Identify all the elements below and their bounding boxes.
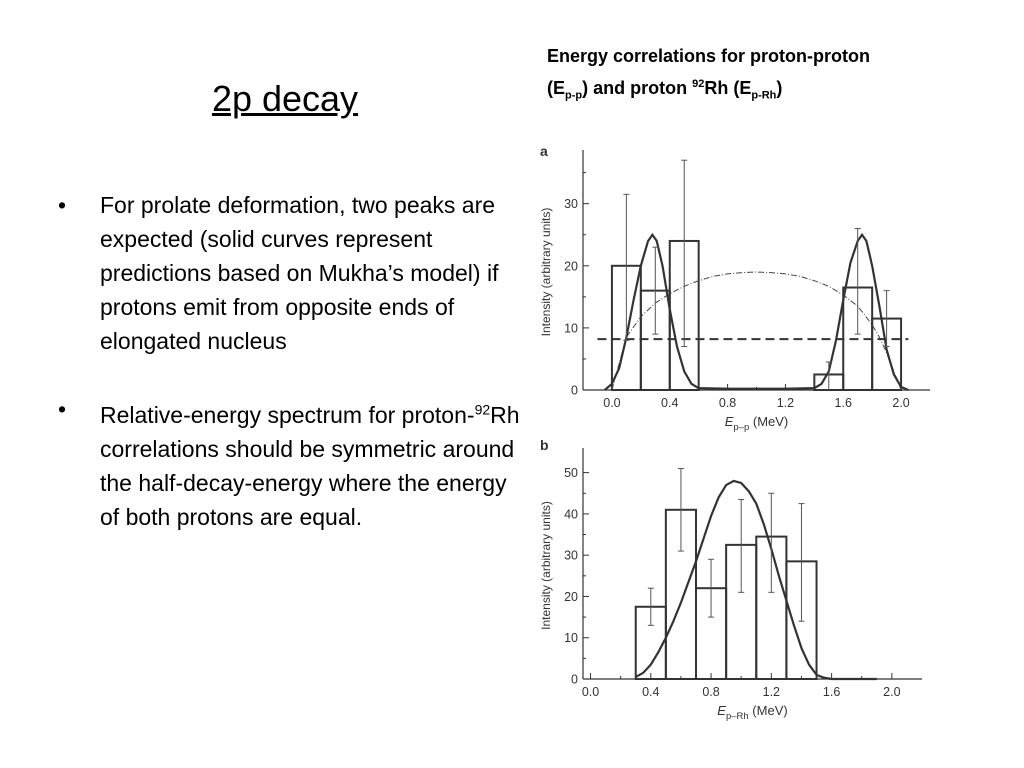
panel-label: b: [540, 437, 549, 453]
y-tick-label: 20: [564, 259, 578, 273]
x-tick-label: 0.0: [582, 685, 599, 699]
chart-panel-a: a 0.0 0.4 0.8 1.2 1.6 2.0 0 10 20 30 Intensity (arb…: [539, 143, 930, 433]
x-tick-label: 1.6: [835, 396, 852, 410]
slide-title: 2p decay: [211, 78, 359, 119]
y-axis-label: Intensity (arbitrary units): [539, 208, 553, 337]
y-tick-label: 40: [564, 507, 578, 521]
x-axis-label: Ep–Rh (MeV): [717, 703, 787, 722]
bullet-list: • For prolate deformation, two peaks are…: [58, 188, 520, 568]
model-curve: [635, 479, 877, 681]
caption-line-2: (Ep-p) and proton 92Rh (Ep-Rh): [547, 78, 783, 102]
caption-line-1: Energy correlations for proton-proton: [547, 46, 871, 66]
x-tick-label: 2.0: [883, 685, 900, 699]
y-tick-label: 0: [571, 384, 578, 398]
figure-caption: Energy correlations for proton-proton (E…: [547, 42, 1007, 110]
y-tick-label: 0: [571, 673, 578, 687]
y-tick-label: 50: [564, 466, 578, 480]
y-tick-label: 20: [564, 590, 578, 604]
bullet-text: For prolate deformation, two peaks are e…: [100, 192, 499, 354]
x-tick-label: 1.2: [777, 396, 794, 410]
x-tick-label: 1.6: [823, 685, 840, 699]
bullet-dot: •: [58, 192, 67, 218]
panel-label: a: [540, 143, 548, 159]
y-tick-label: 10: [564, 321, 578, 335]
bullet-item: • Relative-energy spectrum for proton-92…: [58, 392, 520, 534]
x-tick-label: 0.4: [661, 396, 678, 410]
x-tick-label: 2.0: [892, 396, 909, 410]
y-tick-label: 30: [564, 549, 578, 563]
x-tick-label: 0.8: [702, 685, 719, 699]
bullet-item: • For prolate deformation, two peaks are…: [58, 188, 520, 358]
dashdot-curve: [611, 271, 902, 391]
y-axis-label: Intensity (arbitrary units): [539, 501, 553, 630]
x-tick-label: 0.0: [603, 396, 620, 410]
model-curve: [603, 232, 909, 392]
bullet-dot: •: [58, 396, 67, 422]
x-tick-label: 0.8: [719, 396, 736, 410]
chart-panel-b: b 0.0 0.4 0.8 1.2 1.6 2.0 0 10 20 30 40 50 Intensity …: [539, 437, 922, 722]
x-axis-label: Ep–p (MeV): [725, 414, 789, 433]
bullet-text: Relative-energy spectrum for proton-92Rh…: [100, 401, 520, 530]
y-tick-label: 30: [564, 197, 578, 211]
y-tick-label: 10: [564, 631, 578, 645]
x-tick-label: 0.4: [642, 685, 659, 699]
x-tick-label: 1.2: [763, 685, 780, 699]
